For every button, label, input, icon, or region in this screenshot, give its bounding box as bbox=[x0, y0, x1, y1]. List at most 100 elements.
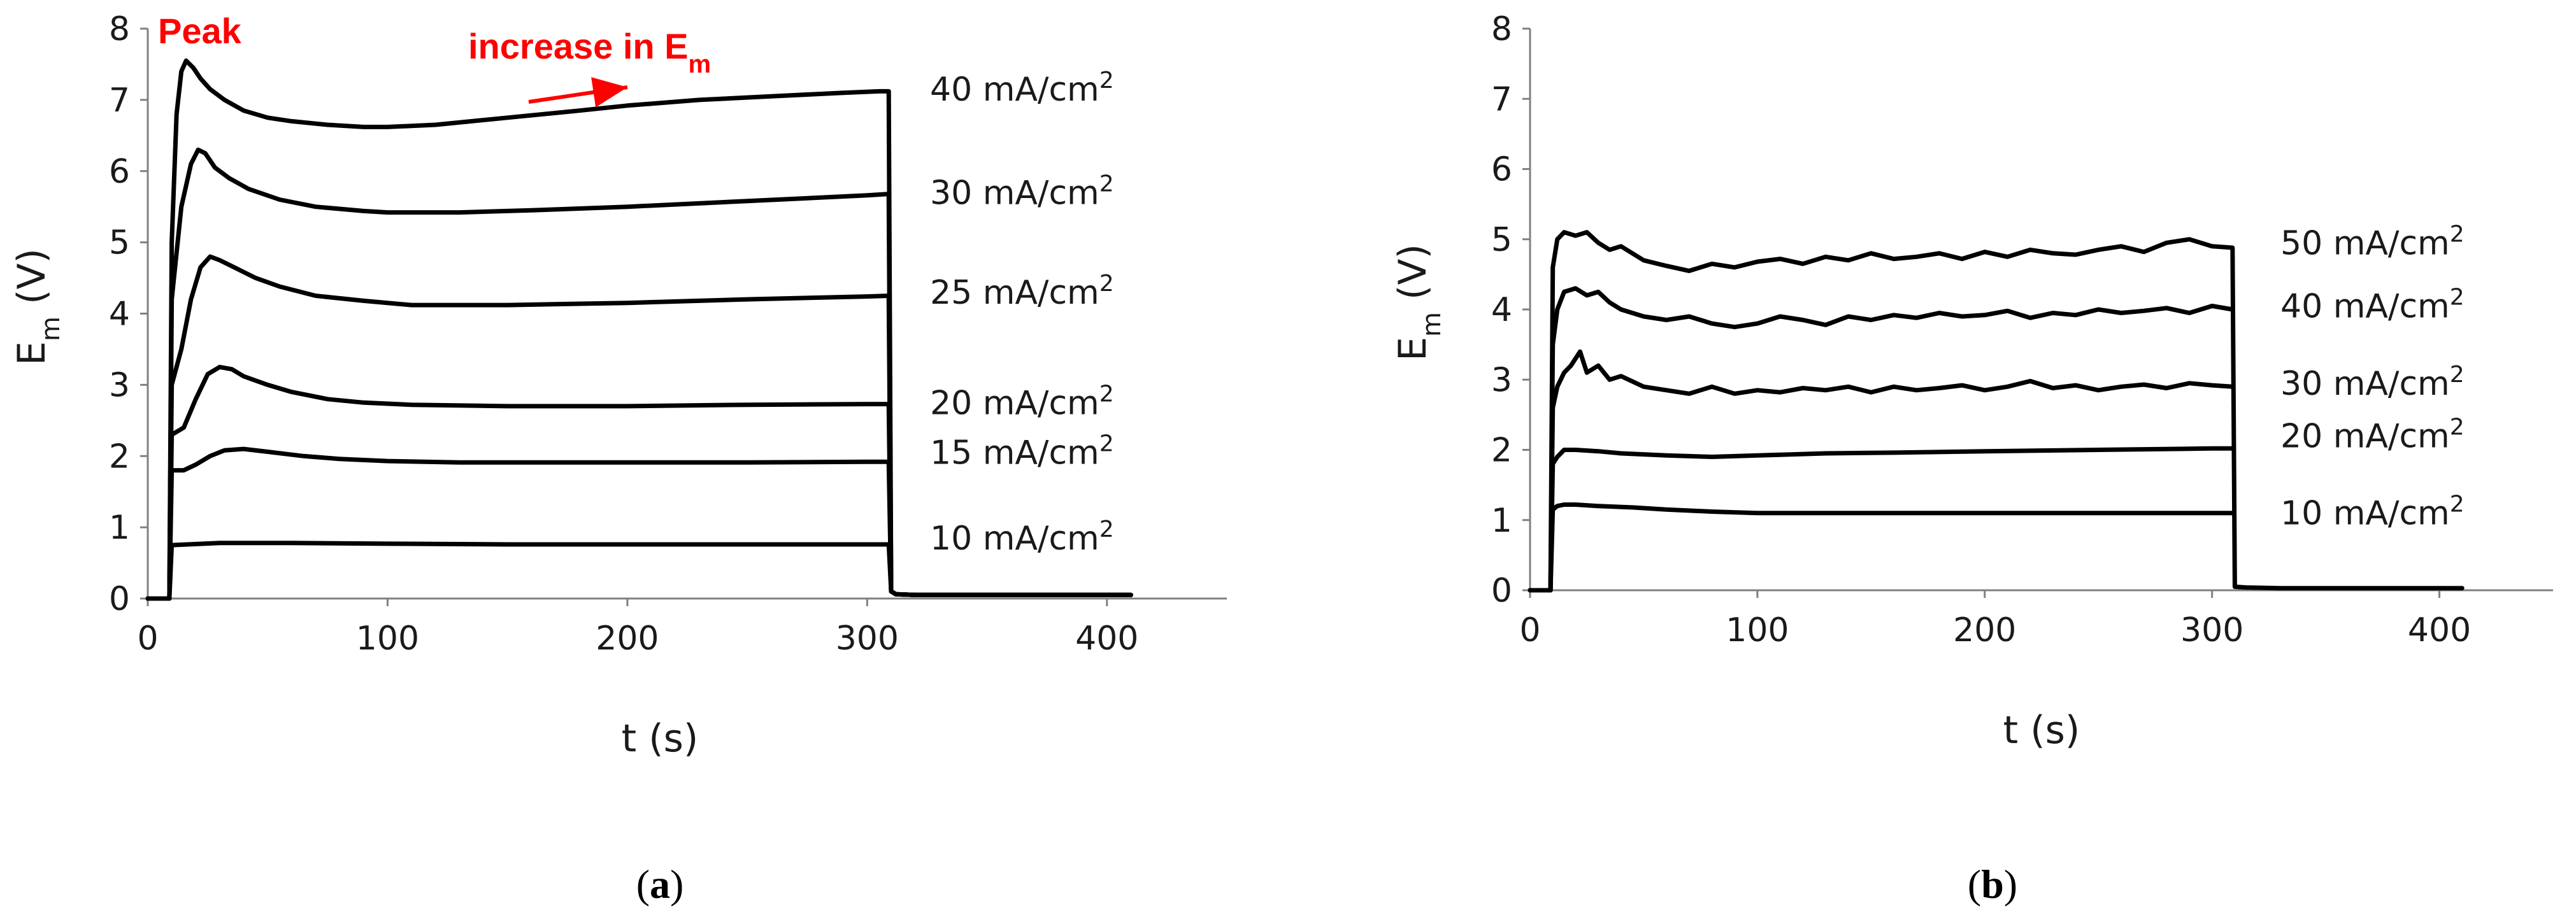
x-tick-label: 100 bbox=[356, 620, 419, 658]
series-label-text: 10 mA/cm bbox=[2280, 495, 2450, 533]
chart-b-y-axis-label-sub: m bbox=[1417, 312, 1447, 337]
series-label-a-0: 40 mA/cm2 bbox=[930, 67, 1114, 110]
series-label-superscript: 2 bbox=[2450, 284, 2465, 310]
series-line-b-2 bbox=[1528, 349, 2235, 593]
increase-arrow bbox=[528, 77, 628, 108]
series-label-a-5: 10 mA/cm2 bbox=[930, 516, 1114, 558]
chart-b-y-axis-label-main: E bbox=[1391, 337, 1435, 361]
series-label-a-1: 30 mA/cm2 bbox=[930, 171, 1114, 213]
series-label-b-0: 50 mA/cm2 bbox=[2280, 221, 2465, 263]
chart-b-x-ticks: 0 100 200 300 400 bbox=[1519, 590, 2471, 649]
chart-a-axes bbox=[147, 29, 1227, 600]
y-tick-label: 3 bbox=[109, 366, 130, 404]
series-line-b-1 bbox=[1528, 286, 2235, 593]
y-tick-label: 4 bbox=[1491, 291, 1512, 329]
panel-label-b-letter: b bbox=[1981, 862, 2004, 907]
y-tick-label: 0 bbox=[1491, 572, 1512, 610]
panel-label-b-close: ) bbox=[2004, 862, 2017, 907]
x-tick-label: 300 bbox=[2180, 611, 2243, 649]
chart-b-y-ticks: 0 1 2 3 4 5 6 7 8 bbox=[1491, 10, 1530, 610]
chart-b-series bbox=[1528, 230, 2465, 593]
series-line-a-0 bbox=[145, 58, 1133, 601]
y-tick-label: 2 bbox=[109, 437, 130, 476]
series-label-text: 10 mA/cm bbox=[930, 520, 1099, 558]
series-line-a-5 bbox=[145, 541, 1133, 601]
x-tick-label: 0 bbox=[137, 620, 158, 658]
x-tick-label: 200 bbox=[596, 620, 659, 658]
series-label-a-4: 15 mA/cm2 bbox=[930, 430, 1114, 472]
y-tick-label: 6 bbox=[1491, 151, 1512, 189]
series-label-text: 30 mA/cm bbox=[930, 174, 1099, 212]
increase-annotation: increase in Em bbox=[468, 26, 711, 78]
panel-label-a-letter: a bbox=[650, 862, 670, 907]
chart-a-y-axis-label-main: E bbox=[10, 341, 54, 365]
series-label-b-1: 40 mA/cm2 bbox=[2280, 284, 2465, 326]
series-label-text: 15 mA/cm bbox=[930, 434, 1099, 472]
y-tick-label: 7 bbox=[109, 82, 130, 120]
series-label-superscript: 2 bbox=[1099, 381, 1114, 407]
series-line-b-4 bbox=[1528, 502, 2235, 593]
chart-a-y-axis-label: Em (V) bbox=[10, 248, 66, 365]
increase-annotation-main: increase in E bbox=[468, 26, 689, 66]
y-tick-label: 3 bbox=[1491, 361, 1512, 399]
series-label-a-2: 25 mA/cm2 bbox=[930, 270, 1114, 312]
y-tick-label: 0 bbox=[109, 580, 130, 618]
series-label-text: 40 mA/cm bbox=[930, 71, 1099, 109]
series-label-text: 40 mA/cm bbox=[2280, 287, 2450, 325]
series-label-superscript: 2 bbox=[2450, 491, 2465, 517]
series-label-superscript: 2 bbox=[1099, 516, 1114, 542]
series-line-b-3 bbox=[1528, 446, 2235, 593]
series-label-text: 50 mA/cm bbox=[2280, 224, 2450, 262]
panel-label-b: (b) bbox=[1968, 862, 2017, 907]
chart-a-x-ticks: 0 100 200 300 400 bbox=[137, 599, 1138, 658]
series-label-text: 20 mA/cm bbox=[2280, 417, 2450, 455]
series-label-b-2: 30 mA/cm2 bbox=[2280, 361, 2465, 403]
series-label-text: 25 mA/cm bbox=[930, 274, 1099, 312]
increase-annotation-sub: m bbox=[689, 50, 712, 78]
series-label-a-3: 20 mA/cm2 bbox=[930, 381, 1114, 423]
chart-a-series bbox=[145, 58, 1133, 601]
y-tick-label: 5 bbox=[109, 224, 130, 262]
x-tick-label: 100 bbox=[1726, 611, 1789, 649]
series-label-superscript: 2 bbox=[2450, 221, 2465, 247]
x-tick-label: 0 bbox=[1519, 611, 1540, 649]
series-label-b-3: 20 mA/cm2 bbox=[2280, 414, 2465, 456]
series-line-b-0 bbox=[1528, 230, 2465, 593]
panel-label-a: (a) bbox=[636, 862, 684, 907]
series-label-superscript: 2 bbox=[1099, 171, 1114, 197]
x-tick-label: 400 bbox=[1075, 620, 1138, 658]
panel-label-a-open: ( bbox=[636, 862, 650, 907]
y-tick-label: 2 bbox=[1491, 432, 1512, 470]
chart-b-y-axis-label: Em (V) bbox=[1391, 244, 1447, 361]
x-tick-label: 400 bbox=[2408, 611, 2471, 649]
chart-a-y-axis-label-sub: m bbox=[36, 316, 66, 341]
y-tick-label: 8 bbox=[1491, 10, 1512, 48]
y-tick-label: 5 bbox=[1491, 221, 1512, 259]
series-label-text: 20 mA/cm bbox=[930, 384, 1099, 422]
x-tick-label: 300 bbox=[836, 620, 899, 658]
chart-a-x-axis-label: t (s) bbox=[622, 716, 699, 761]
series-label-superscript: 2 bbox=[2450, 414, 2465, 440]
panel-label-a-close: ) bbox=[670, 862, 683, 907]
y-tick-label: 8 bbox=[109, 10, 130, 48]
y-tick-label: 6 bbox=[109, 153, 130, 191]
y-tick-label: 1 bbox=[1491, 502, 1512, 540]
series-label-superscript: 2 bbox=[1099, 430, 1114, 457]
chart-a-y-axis-label-unit: (V) bbox=[10, 248, 54, 316]
y-tick-label: 1 bbox=[109, 509, 130, 547]
series-label-b-4: 10 mA/cm2 bbox=[2280, 491, 2465, 533]
series-label-superscript: 2 bbox=[1099, 67, 1114, 94]
chart-a-y-ticks: 0 1 2 3 4 5 6 7 8 bbox=[109, 10, 148, 618]
peak-annotation: Peak bbox=[158, 11, 242, 51]
chart-b-y-axis-label-unit: (V) bbox=[1391, 244, 1435, 312]
y-tick-label: 4 bbox=[109, 295, 130, 334]
x-tick-label: 200 bbox=[1953, 611, 2016, 649]
chart-b-x-axis-label: t (s) bbox=[2003, 708, 2080, 753]
series-label-superscript: 2 bbox=[2450, 361, 2465, 387]
series-label-superscript: 2 bbox=[1099, 270, 1114, 296]
y-tick-label: 7 bbox=[1491, 80, 1512, 118]
